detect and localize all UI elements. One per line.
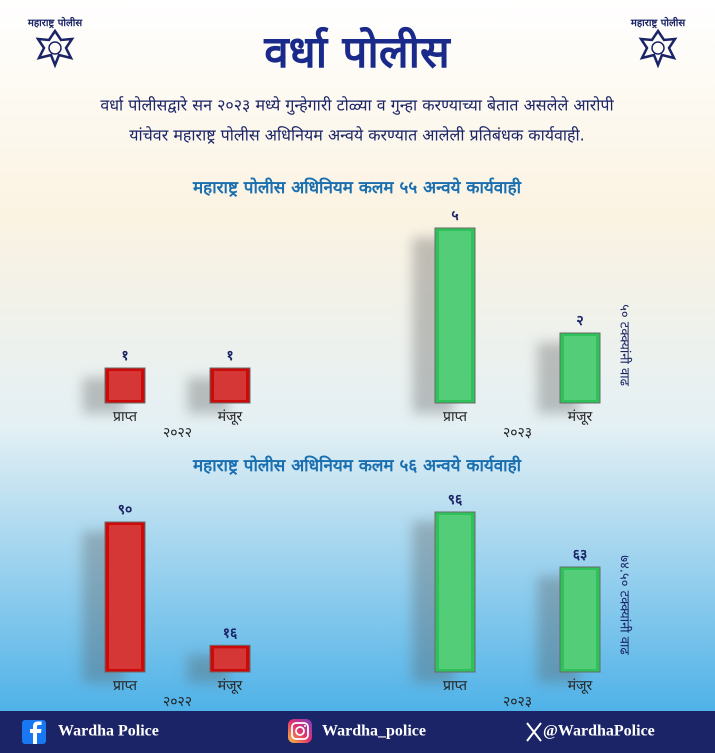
value-label: ५ [451,208,458,224]
value-label: १६ [223,625,238,641]
bar [434,227,476,404]
facebook-icon [22,720,46,744]
bar-highlight [439,231,471,400]
logo-text: महाराष्ट्र पोलीस [630,16,687,29]
group-label: २०२२ [163,694,192,710]
bar [104,367,146,404]
value-label: ९६ [448,492,463,508]
group-label: २०२३ [503,425,532,441]
bar [209,367,251,404]
value-label: १ [121,348,128,364]
footer [0,711,715,753]
bar-highlight [109,371,141,400]
subtitle-line: यांचेवर महाराष्ट्र पोलीस अधिनियम अन्वये … [129,126,585,145]
instagram-handle[interactable]: Wardha_police [322,723,426,740]
bar-highlight [564,336,596,400]
page-title: वर्धा पोलीस [263,26,452,78]
bar [559,332,601,404]
group-label: २०२३ [503,694,532,710]
category-label: मंजूर [568,678,593,694]
category-label: प्राप्त [443,409,468,425]
bar [434,511,476,673]
value-label: १ [226,348,233,364]
bar-highlight [564,570,596,669]
bar-highlight [214,371,246,400]
category-label: प्राप्त [443,678,468,694]
category-label: प्राप्त [113,409,138,425]
facebook-handle[interactable]: Wardha Police [58,723,159,740]
category-label: प्राप्त [113,678,138,694]
bar-highlight [439,515,471,669]
value-label: ९० [118,502,133,518]
value-label: ६३ [573,547,588,563]
value-label: २ [576,313,583,329]
group-label: २०२२ [163,425,192,441]
annotation: ७४.५० टक्क्यांनी वाढ [617,555,633,655]
chart-title: महाराष्ट्र पोलीस अधिनियम कलम ५५ अन्वये क… [192,177,522,198]
logo: महाराष्ट्र पोलीस [27,16,84,69]
category-label: मंजूर [218,678,243,694]
bar [559,566,601,673]
category-label: मंजूर [218,409,243,425]
bar [209,644,251,673]
bar-highlight [214,648,246,669]
annotation: ५० टक्क्यांनी वाढ [617,304,633,386]
logo: महाराष्ट्र पोलीस [630,16,687,69]
bar-highlight [109,525,141,669]
x-icon [526,722,542,742]
instagram-icon [288,719,312,743]
category-label: मंजूर [568,409,593,425]
x-handle[interactable]: @WardhaPolice [543,723,655,740]
logo-text: महाराष्ट्र पोलीस [27,16,84,29]
bar [104,521,146,673]
chart-title: महाराष्ट्र पोलीस अधिनियम कलम ५६ अन्वये क… [192,455,522,476]
subtitle-line: वर्धा पोलीसद्वारे सन २०२३ मध्ये गुन्हेगा… [100,96,614,116]
